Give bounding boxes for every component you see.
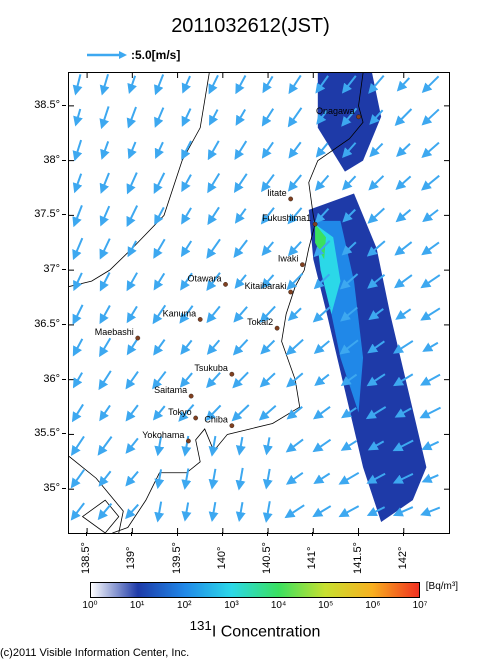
city-marker xyxy=(193,416,197,420)
city-label: Iwaki xyxy=(278,254,299,264)
y-tick-label: 37.5° xyxy=(34,208,60,220)
city-label: Tokai2 xyxy=(247,317,273,327)
colorbar-tick: 10⁵ xyxy=(318,600,333,611)
legend-arrow-icon xyxy=(85,48,127,62)
city-marker xyxy=(288,197,292,201)
city-marker xyxy=(230,372,234,376)
city-marker xyxy=(275,326,279,330)
y-tick-label: 35° xyxy=(43,482,60,494)
city-label: Kitaibaraki xyxy=(245,281,287,291)
colorbar: [Bq/m³] 10⁰10¹10²10³10⁴10⁵10⁶10⁷ 131I Co… xyxy=(90,582,420,641)
colorbar-tick: 10⁶ xyxy=(365,600,380,611)
city-label: Kanuma xyxy=(163,308,197,318)
city-label: Iitate xyxy=(267,188,287,198)
colorbar-tick: 10⁴ xyxy=(271,600,286,611)
city-marker xyxy=(313,222,317,226)
x-tick-label: 139.5° xyxy=(171,542,183,574)
city-label: Otawara xyxy=(188,273,222,283)
colorbar-tick: 10⁷ xyxy=(413,600,428,611)
city-label: Saitama xyxy=(154,385,187,395)
colorbar-tick: 10² xyxy=(177,600,191,611)
x-tick-label: 142° xyxy=(397,547,409,570)
x-tick-label: 141.5° xyxy=(352,542,364,574)
plot-svg: Onagawa Iitate Fukushima1 Iwaki Otawara Kanum… xyxy=(69,73,449,533)
city-label: Tsukuba xyxy=(194,363,228,373)
city-marker xyxy=(230,423,234,427)
city-marker xyxy=(136,336,140,340)
wind-scale-legend: :5.0[m/s] xyxy=(85,48,180,62)
plot-title: 2011032612(JST) xyxy=(0,0,501,38)
city-label: Chiba xyxy=(204,415,228,425)
city-marker xyxy=(288,290,292,294)
city-label: Yokohama xyxy=(142,430,184,440)
figure: 2011032612(JST) :5.0[m/s] 35°35.5°36°36.… xyxy=(0,0,501,659)
colorbar-tick: 10¹ xyxy=(130,600,144,611)
y-axis: 35°35.5°36°36.5°37°37.5°38°38.5° xyxy=(38,72,66,532)
city-marker xyxy=(300,262,304,266)
plot-area: Onagawa Iitate Fukushima1 Iwaki Otawara Kanum… xyxy=(68,72,450,534)
x-tick-label: 139° xyxy=(125,547,137,570)
colorbar-tick: 10³ xyxy=(224,600,238,611)
colorbar-gradient xyxy=(90,582,420,598)
city-marker xyxy=(198,317,202,321)
legend-arrow-label: :5.0[m/s] xyxy=(131,48,180,62)
y-tick-label: 36.5° xyxy=(34,318,60,330)
city-marker xyxy=(189,394,193,398)
colorbar-tick: 10⁰ xyxy=(82,600,97,611)
x-tick-label: 140° xyxy=(216,547,228,570)
y-tick-label: 35.5° xyxy=(34,427,60,439)
city-label: Onagawa xyxy=(316,106,355,116)
city-marker xyxy=(186,439,190,443)
city-marker xyxy=(223,282,227,286)
y-tick-label: 38.5° xyxy=(34,99,60,111)
colorbar-ticks: 10⁰10¹10²10³10⁴10⁵10⁶10⁷ xyxy=(90,598,420,614)
city-label: Tokyo xyxy=(168,407,192,417)
city-label: Maebashi xyxy=(95,327,134,337)
colorbar-label: 131I Concentration xyxy=(90,618,420,641)
colorbar-unit: [Bq/m³] xyxy=(426,581,458,592)
y-tick-label: 37° xyxy=(43,263,60,275)
y-tick-label: 36° xyxy=(43,373,60,385)
x-tick-label: 141° xyxy=(306,547,318,570)
copyright-text: (c)2011 Visible Information Center, Inc. xyxy=(0,647,189,659)
x-tick-label: 140.5° xyxy=(261,542,273,574)
city-marker xyxy=(356,115,360,119)
y-tick-label: 38° xyxy=(43,154,60,166)
x-tick-label: 138.5° xyxy=(80,542,92,574)
city-label: Fukushima1 xyxy=(262,213,311,223)
x-axis: 138.5° 139° 139.5° 140° 140.5° 141° 141.5° 142° xyxy=(68,532,448,572)
